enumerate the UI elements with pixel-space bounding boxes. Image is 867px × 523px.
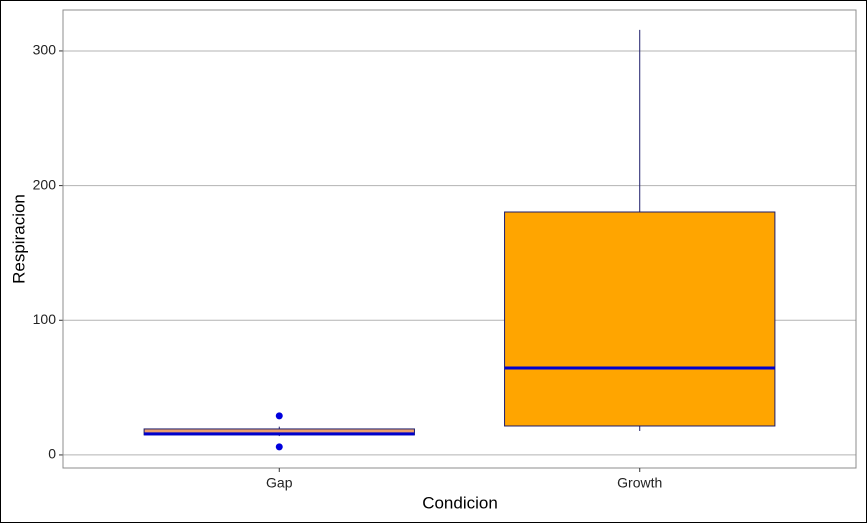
- x-axis-label: Condicion: [422, 493, 498, 512]
- y-axis-label: Respiracion: [9, 194, 28, 284]
- box: [504, 211, 776, 427]
- x-tick-label: Growth: [617, 475, 662, 491]
- y-tick-label: 200: [33, 176, 57, 192]
- y-tick-label: 0: [48, 446, 56, 462]
- panel-border: [62, 9, 857, 469]
- y-tick-label: 100: [33, 311, 57, 327]
- y-tick-label: 300: [33, 42, 57, 58]
- outlier: [275, 443, 283, 451]
- outlier: [275, 412, 283, 420]
- x-tick-label: Gap: [266, 475, 293, 491]
